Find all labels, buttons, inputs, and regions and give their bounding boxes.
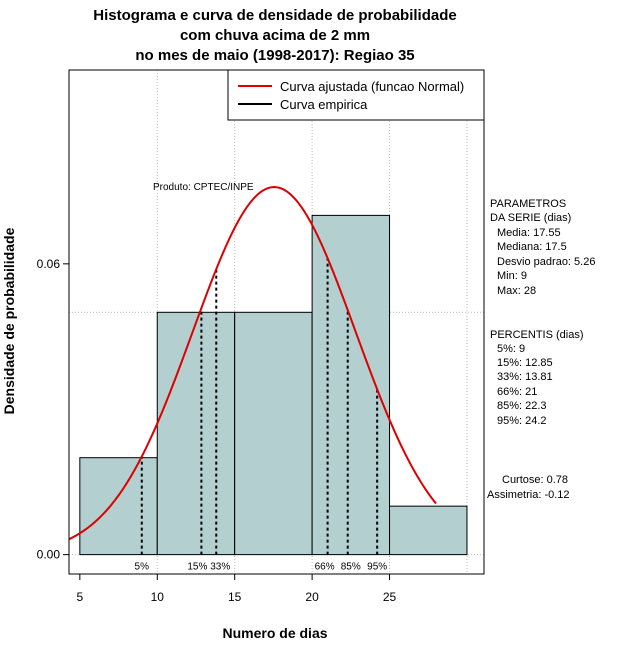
percentile-label-4: 85% <box>341 562 361 573</box>
pct-title: PERCENTIS (dias) <box>490 329 584 341</box>
histogram-bar-2 <box>234 311 313 556</box>
pct-15: 15%: 12.85 <box>497 357 553 369</box>
percentile-label-5: 95% <box>367 562 387 573</box>
x-tick-label-0: 5 <box>76 590 83 604</box>
chart-title-line-3: no mes de maio (1998-2017): Regiao 35 <box>135 47 414 64</box>
histogram-bar-0 <box>79 457 158 556</box>
percentile-lines: 5% 15% 33% 66% 85% 95% <box>135 258 387 573</box>
legend: Curva ajustada (funcao Normal) Curva emp… <box>227 69 485 121</box>
pct-33: 33%: 13.81 <box>497 371 553 383</box>
stat-kurtosis: Curtose: 0.78 <box>502 474 568 486</box>
credit-text: Produto: CPTEC/INPE <box>153 182 254 193</box>
stat-skewness: Assimetria: -0.12 <box>487 489 570 501</box>
histogram-bar-1 <box>156 311 236 556</box>
pct-85: 85%: 22.3 <box>497 400 547 412</box>
y-tick-label-0: 0.00 <box>37 548 61 562</box>
param-sd: Desvio padrao: 5.26 <box>497 256 595 268</box>
histogram-bar-4 <box>389 505 468 556</box>
normal-curve-group <box>68 186 437 541</box>
normal-curve <box>68 186 437 541</box>
params-title-2: DA SERIE (dias) <box>490 212 571 224</box>
pct-66: 66%: 21 <box>497 386 537 398</box>
x-tick-label-3: 20 <box>305 590 319 604</box>
percentile-label-3: 66% <box>315 562 335 573</box>
param-median: Mediana: 17.5 <box>497 241 567 253</box>
x-axis-title: Numero de dias <box>222 625 327 641</box>
y-axis-title: Densidade de probabilidade <box>1 227 17 414</box>
x-tick-label-1: 10 <box>151 590 165 604</box>
side-panel: PARAMETROS DA SERIE (dias) Media: 17.55 … <box>487 198 595 501</box>
param-mean: Media: 17.55 <box>497 227 561 239</box>
axes: 5 10 15 20 25 0.00 0.06 <box>37 257 397 604</box>
legend-box <box>227 69 485 121</box>
param-min: Min: 9 <box>497 270 527 282</box>
param-max: Max: 28 <box>497 285 536 297</box>
histogram-bars <box>79 214 468 556</box>
x-tick-label-4: 25 <box>383 590 397 604</box>
legend-label-normal: Curva ajustada (funcao Normal) <box>280 79 464 94</box>
chart-title-line-1: Histograma e curva de densidade de proba… <box>93 7 456 24</box>
percentile-label-1: 15% <box>187 562 207 573</box>
percentile-label-2: 33% <box>210 562 230 573</box>
y-tick-label-1: 0.06 <box>37 257 61 271</box>
pct-95: 95%: 24.2 <box>497 415 547 427</box>
chart-title-line-2: com chuva acima de 2 mm <box>180 27 370 44</box>
params-title-1: PARAMETROS <box>490 198 566 210</box>
x-tick-label-2: 15 <box>228 590 242 604</box>
legend-label-empirical: Curva empirica <box>280 97 368 112</box>
pct-5: 5%: 9 <box>497 343 525 355</box>
percentile-label-0: 5% <box>135 562 150 573</box>
